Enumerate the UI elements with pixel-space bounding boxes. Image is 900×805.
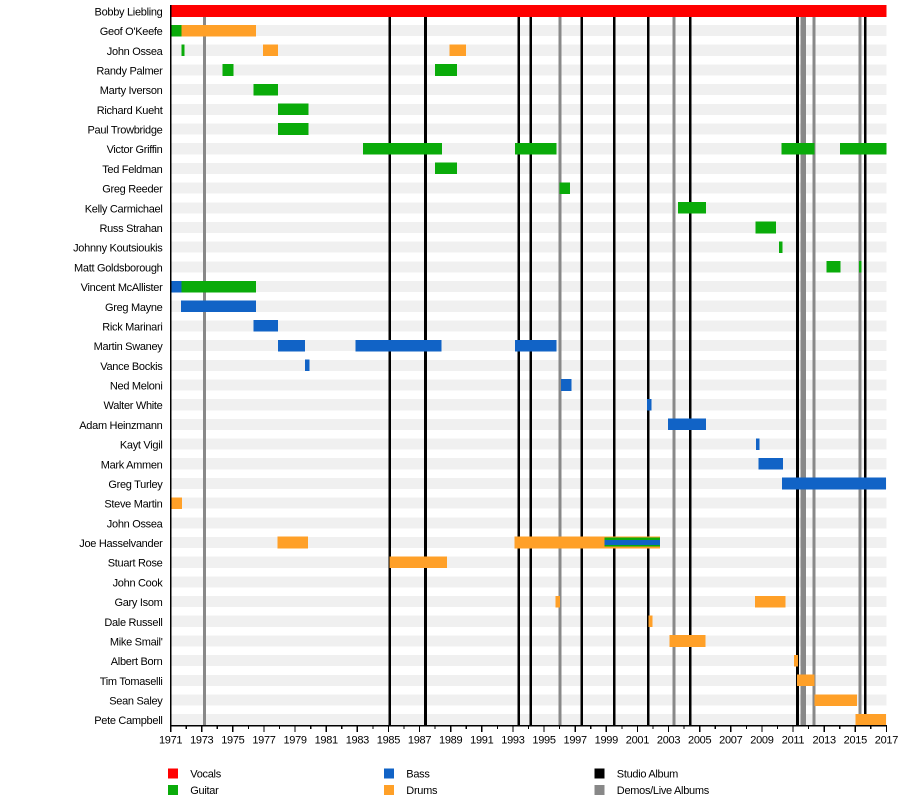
svg-text:2007: 2007 xyxy=(719,735,742,747)
svg-text:Ned Meloni: Ned Meloni xyxy=(110,381,163,393)
svg-text:Stuart Rose: Stuart Rose xyxy=(108,558,163,570)
svg-text:1999: 1999 xyxy=(595,735,618,747)
svg-text:1987: 1987 xyxy=(408,735,431,747)
svg-text:2003: 2003 xyxy=(657,735,680,747)
svg-text:Steve Martin: Steve Martin xyxy=(104,499,162,511)
svg-text:Sean Saley: Sean Saley xyxy=(109,696,163,708)
svg-text:1989: 1989 xyxy=(439,735,462,747)
svg-text:1985: 1985 xyxy=(377,735,400,747)
svg-text:Rick Marinari: Rick Marinari xyxy=(102,321,162,333)
svg-text:1977: 1977 xyxy=(252,735,275,747)
svg-text:Geof O'Keefe: Geof O'Keefe xyxy=(100,26,163,38)
svg-text:2001: 2001 xyxy=(626,735,649,747)
svg-text:1997: 1997 xyxy=(564,735,587,747)
svg-text:Joe Hasselvander: Joe Hasselvander xyxy=(79,538,163,550)
svg-text:Bass: Bass xyxy=(406,769,430,781)
svg-text:Gary Isom: Gary Isom xyxy=(114,597,162,609)
svg-text:1991: 1991 xyxy=(470,735,493,747)
svg-text:Kelly Carmichael: Kelly Carmichael xyxy=(85,203,163,215)
svg-text:Bobby Liebling: Bobby Liebling xyxy=(95,6,163,18)
svg-text:Richard Kueht: Richard Kueht xyxy=(97,105,163,117)
svg-text:1983: 1983 xyxy=(346,735,369,747)
svg-text:Drums: Drums xyxy=(406,785,438,797)
svg-text:2015: 2015 xyxy=(844,735,867,747)
svg-text:Dale Russell: Dale Russell xyxy=(104,617,162,629)
svg-text:Vincent McAllister: Vincent McAllister xyxy=(81,282,163,294)
svg-text:2017: 2017 xyxy=(875,735,898,747)
svg-text:John Ossea: John Ossea xyxy=(107,46,164,58)
svg-text:2013: 2013 xyxy=(813,735,836,747)
svg-text:Mark Ammen: Mark Ammen xyxy=(101,459,163,471)
svg-text:Victor Griffin: Victor Griffin xyxy=(107,144,163,156)
svg-text:Greg Turley: Greg Turley xyxy=(108,479,163,491)
svg-text:Guitar: Guitar xyxy=(190,785,219,797)
svg-text:Kayt Vigil: Kayt Vigil xyxy=(120,440,163,452)
svg-text:1995: 1995 xyxy=(532,735,555,747)
svg-text:Tim Tomaselli: Tim Tomaselli xyxy=(100,676,163,688)
svg-text:Adam Heinzmann: Adam Heinzmann xyxy=(79,420,162,432)
svg-text:1993: 1993 xyxy=(501,735,524,747)
svg-text:Greg Mayne: Greg Mayne xyxy=(105,302,163,314)
svg-text:Johnny Koutsioukis: Johnny Koutsioukis xyxy=(73,243,163,255)
svg-text:2011: 2011 xyxy=(782,735,805,747)
svg-text:Demos/Live Albums: Demos/Live Albums xyxy=(617,785,710,797)
svg-text:Greg Reeder: Greg Reeder xyxy=(102,184,163,196)
svg-text:John Cook: John Cook xyxy=(113,577,164,589)
svg-text:John Ossea: John Ossea xyxy=(107,518,164,530)
svg-text:Russ Strahan: Russ Strahan xyxy=(99,223,162,235)
svg-text:Paul Trowbridge: Paul Trowbridge xyxy=(88,125,163,137)
svg-text:Matt Goldsborough: Matt Goldsborough xyxy=(74,262,163,274)
svg-text:2009: 2009 xyxy=(750,735,773,747)
svg-text:1979: 1979 xyxy=(283,735,306,747)
svg-text:2005: 2005 xyxy=(688,735,711,747)
svg-text:Randy Palmer: Randy Palmer xyxy=(96,65,163,77)
svg-text:Mike Smail': Mike Smail' xyxy=(110,636,163,648)
svg-text:Walter White: Walter White xyxy=(104,400,163,412)
svg-text:1981: 1981 xyxy=(315,735,338,747)
svg-text:1975: 1975 xyxy=(221,735,244,747)
svg-text:Ted Feldman: Ted Feldman xyxy=(102,164,162,176)
svg-text:Pete Campbell: Pete Campbell xyxy=(94,715,162,727)
svg-text:1973: 1973 xyxy=(190,735,213,747)
svg-text:Vance Bockis: Vance Bockis xyxy=(100,361,163,373)
svg-text:Marty Iverson: Marty Iverson xyxy=(100,85,163,97)
svg-text:1971: 1971 xyxy=(159,735,182,747)
svg-text:Martin Swaney: Martin Swaney xyxy=(94,341,164,353)
svg-text:Albert Born: Albert Born xyxy=(111,656,163,668)
svg-text:Studio Album: Studio Album xyxy=(617,769,678,781)
svg-text:Vocals: Vocals xyxy=(190,769,221,781)
